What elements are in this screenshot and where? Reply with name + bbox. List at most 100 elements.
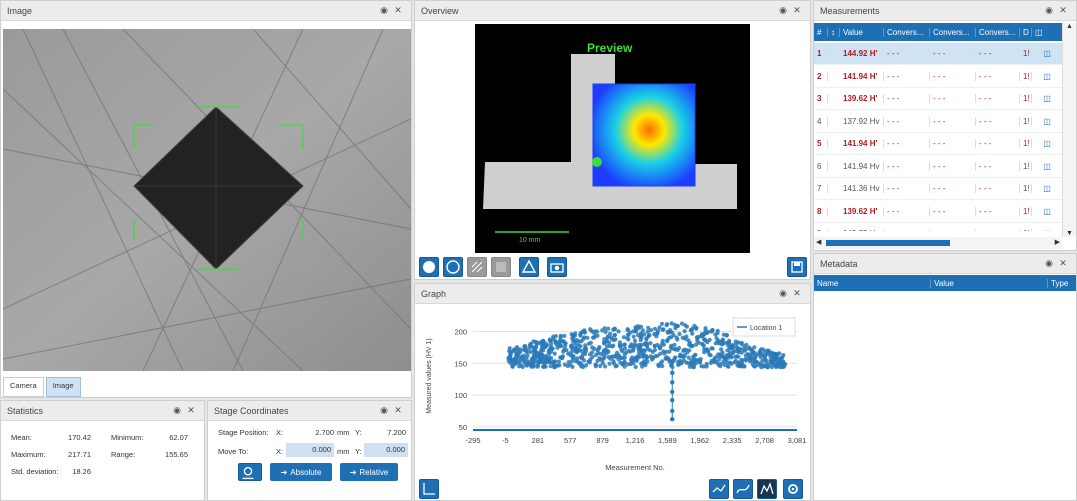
close-icon[interactable]: ✕ — [793, 288, 801, 298]
move-x-label: X: — [276, 447, 284, 456]
image-thumbnail-icon[interactable]: ◫ — [1043, 94, 1051, 103]
data-point — [552, 351, 557, 356]
close-icon[interactable]: ✕ — [1059, 5, 1067, 15]
data-point — [672, 342, 677, 347]
close-icon[interactable]: ✕ — [187, 405, 195, 415]
statistics-values: 170.42 217.71 18.26 — [61, 429, 91, 480]
image-thumbnail-icon[interactable]: ◫ — [1043, 116, 1051, 126]
data-point — [669, 321, 674, 326]
relative-button[interactable]: ➔ Relative — [340, 463, 398, 481]
close-icon[interactable]: ✕ — [1059, 258, 1067, 268]
scroll-down-icon[interactable]: ▼ — [1066, 230, 1073, 237]
image-thumbnail-icon[interactable]: ◫ — [1043, 49, 1051, 58]
pin-icon[interactable]: ◉ — [779, 5, 787, 15]
col-image-icon[interactable]: ◫ — [1035, 27, 1043, 37]
move-y-input[interactable]: 0.000 — [364, 443, 408, 457]
line-chart-button[interactable] — [709, 479, 729, 499]
data-point — [550, 346, 555, 351]
col-name[interactable]: Name — [814, 278, 931, 288]
square-button[interactable] — [491, 257, 511, 277]
absolute-button[interactable]: ➔ Absolute — [270, 463, 332, 481]
triangle-button[interactable] — [519, 257, 539, 277]
pin-icon[interactable]: ◉ — [779, 288, 787, 298]
data-point — [725, 348, 730, 353]
circle-outline-button[interactable] — [443, 257, 463, 277]
vertical-scrollbar[interactable]: ▲ ▼ — [1062, 23, 1076, 237]
close-icon[interactable]: ✕ — [394, 405, 402, 415]
close-icon[interactable]: ✕ — [394, 5, 402, 15]
pin-icon[interactable]: ◉ — [380, 405, 388, 415]
data-point — [508, 350, 513, 355]
data-point — [633, 326, 639, 331]
scroll-left-icon[interactable]: ◀ — [816, 239, 822, 246]
image-thumbnail-icon[interactable]: ◫ — [1043, 184, 1051, 193]
data-point — [669, 360, 674, 365]
data-point — [726, 352, 731, 357]
table-row[interactable]: 6 141.94 Hv - - -- - -- - -1! ◫ — [814, 156, 1062, 178]
col-number[interactable]: # — [814, 27, 828, 37]
data-point — [705, 349, 711, 354]
col-value[interactable]: Value — [840, 27, 884, 37]
row-conversion-3: - - - — [976, 71, 1020, 81]
table-row[interactable]: 9143.73 Hv- - -- - -- - -1!◫ — [814, 223, 1062, 231]
micrograph-view[interactable] — [3, 29, 411, 371]
save-view-button[interactable] — [787, 257, 807, 277]
circle-fill-button[interactable] — [419, 257, 439, 277]
pin-icon[interactable]: ◉ — [1045, 5, 1053, 15]
image-thumbnail-icon[interactable]: ◫ — [1043, 139, 1051, 148]
col-meta-value[interactable]: Value — [931, 278, 1048, 288]
camera-button[interactable] — [547, 257, 567, 277]
scroll-right-icon[interactable]: ▶ — [1054, 239, 1060, 246]
table-row[interactable]: 4 137.92 Hv - - -- - -- - -1! ◫ — [814, 111, 1062, 133]
sort-icon[interactable]: ↕ — [828, 27, 840, 37]
col-d[interactable]: D — [1020, 27, 1032, 37]
data-point — [544, 353, 549, 358]
data-point — [549, 356, 554, 361]
gear-icon — [788, 484, 798, 494]
scroll-up-icon[interactable]: ▲ — [1066, 23, 1073, 30]
col-conversion-3[interactable]: Convers... — [976, 27, 1020, 37]
data-point — [716, 338, 721, 343]
table-row[interactable]: 8 139.62 H' - - -- - -- - -1! ◫ — [814, 201, 1062, 223]
data-point — [677, 345, 682, 351]
data-point — [606, 349, 611, 354]
pin-icon[interactable]: ◉ — [380, 5, 388, 15]
image-thumbnail-icon[interactable]: ◫ — [1043, 71, 1051, 81]
col-conversion-1[interactable]: Convers... — [884, 27, 930, 37]
data-point — [652, 326, 657, 331]
image-thumbnail-icon[interactable]: ◫ — [1043, 206, 1051, 216]
measurements-body: 1 144.92 H' - - -- - -- - -1! ◫ 2 141.94 H' - … — [814, 43, 1076, 231]
pattern-button[interactable] — [467, 257, 487, 277]
table-row[interactable]: 2 141.94 H' - - -- - -- - -1! ◫ — [814, 66, 1062, 88]
x-tick-label: 879 — [596, 436, 609, 445]
tab-camera[interactable]: Camera — [3, 377, 44, 397]
measurement-chart[interactable]: 50 100 150 200 -295 -5 281 577 879 1,216 1,589 1,96… — [415, 304, 812, 474]
table-row[interactable]: 7 141.36 Hv - - -- - -- - -1! ◫ — [814, 178, 1062, 200]
col-conversion-2[interactable]: Convers... — [930, 27, 976, 37]
move-x-input[interactable]: 0.000 — [286, 443, 334, 457]
data-point — [629, 357, 634, 362]
image-thumbnail-icon[interactable]: ◫ — [1032, 229, 1062, 231]
data-point — [533, 354, 538, 359]
curve-button[interactable] — [733, 479, 753, 499]
pin-icon[interactable]: ◉ — [1045, 258, 1053, 268]
data-point — [687, 342, 692, 347]
settings-button[interactable] — [783, 479, 803, 499]
table-row[interactable]: 5 141.94 H' - - -- - -- - -1! ◫ — [814, 133, 1062, 155]
col-type[interactable]: Type — [1051, 278, 1069, 288]
chart-type-button[interactable] — [419, 479, 439, 499]
overview-view[interactable]: Preview 10 mm — [475, 24, 750, 253]
histogram-button[interactable] — [757, 479, 777, 499]
table-row[interactable]: 1 144.92 H' - - -- - -- - -1! ◫ — [814, 43, 1062, 65]
tab-image[interactable]: Image — [45, 377, 81, 397]
pin-icon[interactable]: ◉ — [173, 405, 181, 415]
data-point — [708, 360, 714, 366]
data-point — [630, 344, 635, 349]
table-row[interactable]: 3 139.62 H' - - -- - -- - -1! ◫ — [814, 88, 1062, 110]
locate-button[interactable] — [238, 463, 262, 481]
indent-image — [3, 29, 411, 371]
close-icon[interactable]: ✕ — [793, 5, 801, 15]
scroll-thumb[interactable] — [826, 240, 950, 246]
image-thumbnail-icon[interactable]: ◫ — [1043, 161, 1051, 171]
horizontal-scrollbar[interactable]: ◀ ▶ — [814, 237, 1062, 249]
